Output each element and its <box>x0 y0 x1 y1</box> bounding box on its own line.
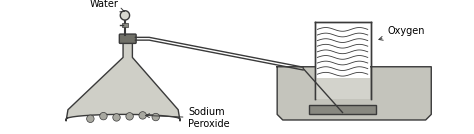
Text: Water: Water <box>90 0 124 12</box>
Polygon shape <box>277 67 431 120</box>
Text: Oxygen: Oxygen <box>379 26 425 40</box>
Circle shape <box>113 114 120 121</box>
Circle shape <box>152 113 159 121</box>
Polygon shape <box>277 67 431 120</box>
Polygon shape <box>120 11 129 20</box>
FancyBboxPatch shape <box>119 34 136 43</box>
Polygon shape <box>66 41 180 121</box>
Circle shape <box>100 112 107 120</box>
Circle shape <box>139 112 146 119</box>
FancyBboxPatch shape <box>315 22 370 98</box>
Polygon shape <box>66 41 180 121</box>
Text: Sodium
Peroxide: Sodium Peroxide <box>146 107 230 129</box>
Circle shape <box>126 113 133 120</box>
Circle shape <box>87 115 94 122</box>
Polygon shape <box>316 78 370 98</box>
FancyBboxPatch shape <box>122 23 128 27</box>
FancyBboxPatch shape <box>309 105 376 114</box>
